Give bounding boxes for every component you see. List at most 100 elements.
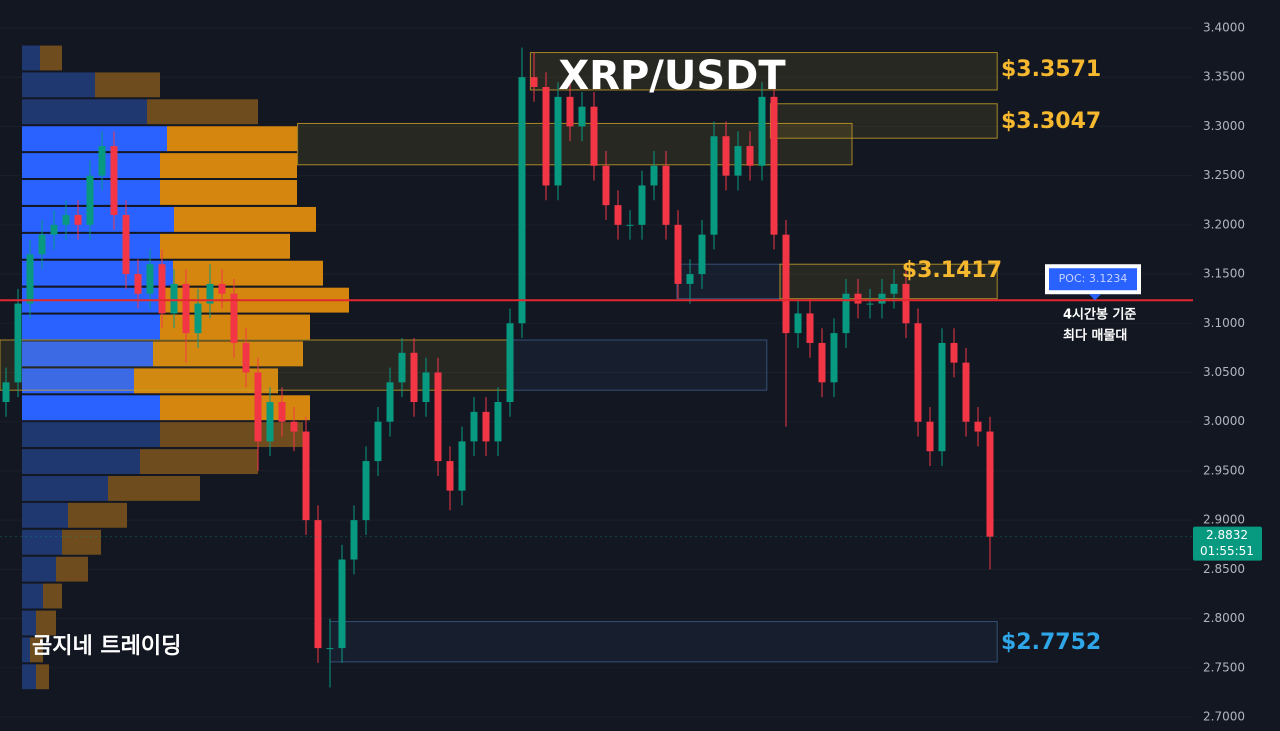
- profile-sell-bar: [167, 126, 297, 152]
- candle-body: [950, 342, 958, 363]
- candle-body: [194, 303, 202, 334]
- candle-body: [230, 293, 238, 343]
- profile-buy-bar: [22, 314, 160, 340]
- profile-buy-bar: [22, 610, 36, 636]
- candle-body: [2, 382, 10, 403]
- y-tick-label: 2.8500: [1203, 562, 1245, 576]
- candle-body: [242, 342, 250, 373]
- annotation: 4시간봉 기준: [1063, 307, 1136, 323]
- candle-body: [146, 264, 154, 294]
- candle-body: [266, 402, 274, 442]
- candle-body: [350, 520, 358, 560]
- candle-body: [890, 283, 898, 294]
- candle-body: [818, 342, 826, 383]
- profile-sell-bar: [160, 233, 290, 259]
- candle-body: [806, 313, 814, 343]
- candle-body: [434, 372, 442, 462]
- profile-sell-bar: [95, 72, 160, 98]
- profile-buy-bar: [22, 206, 174, 232]
- profile-sell-bar: [134, 368, 278, 394]
- candle-body: [218, 283, 226, 294]
- y-tick-label: 3.3000: [1203, 119, 1245, 133]
- y-tick-label: 3.3500: [1203, 70, 1245, 84]
- candle-body: [494, 402, 502, 442]
- zone: [329, 621, 998, 663]
- profile-sell-bar: [62, 529, 101, 555]
- y-tick-label: 2.9000: [1203, 513, 1245, 527]
- candle-body: [542, 87, 550, 186]
- candle-body: [110, 146, 118, 215]
- zone: [511, 339, 768, 391]
- candle-body: [878, 293, 886, 304]
- profile-buy-bar: [22, 99, 147, 125]
- candle-body: [554, 96, 562, 186]
- candle-body: [398, 352, 406, 383]
- y-tick-label: 3.0000: [1203, 414, 1245, 428]
- candle-body: [746, 146, 754, 166]
- candle-body: [590, 106, 598, 166]
- candle-body: [986, 431, 994, 537]
- y-tick-label: 2.8000: [1203, 611, 1245, 625]
- candle-body: [62, 214, 70, 225]
- poc-box: [1049, 268, 1137, 291]
- last-price-tag: [1193, 526, 1262, 561]
- poc-pointer: [1089, 294, 1101, 301]
- profile-sell-bar: [153, 341, 303, 367]
- candle-body: [530, 77, 538, 88]
- candle-body: [26, 254, 34, 304]
- profile-sell-bar: [160, 422, 303, 448]
- candle-body: [74, 214, 82, 225]
- candle-body: [422, 372, 430, 403]
- candle-body: [710, 136, 718, 235]
- profile-buy-bar: [22, 664, 36, 690]
- profile-buy-bar: [22, 476, 108, 501]
- candle-body: [962, 362, 970, 422]
- candle-body: [158, 264, 166, 314]
- candle-body: [566, 96, 574, 127]
- profile-buy-bar: [22, 502, 68, 528]
- candle-body: [662, 165, 670, 225]
- candle-body: [770, 96, 778, 235]
- candle-body: [290, 421, 298, 432]
- candle-body: [638, 185, 646, 225]
- profile-buy-bar: [22, 341, 153, 367]
- candle-body: [782, 234, 790, 334]
- countdown-label: 01:55:51: [1200, 544, 1254, 558]
- candle-body: [830, 333, 838, 383]
- profile-buy-bar: [22, 556, 56, 582]
- y-tick-label: 2.7500: [1203, 660, 1245, 674]
- candle-body: [278, 402, 286, 422]
- profile-sell-bar: [40, 45, 62, 71]
- zone: [779, 263, 998, 300]
- candle-body: [362, 461, 370, 521]
- candle-body: [314, 520, 322, 649]
- candle-body: [974, 421, 982, 432]
- y-tick-label: 3.1000: [1203, 316, 1245, 330]
- profile-buy-bar: [22, 529, 62, 555]
- candle-body: [926, 421, 934, 452]
- profile-sell-bar: [160, 153, 297, 179]
- candle-body: [410, 352, 418, 403]
- candle-body: [674, 224, 682, 284]
- y-tick-label: 3.4000: [1203, 20, 1245, 34]
- candle-body: [758, 96, 766, 166]
- y-tick-label: 2.9500: [1203, 463, 1245, 477]
- watermark: 곰지네 트레이딩: [32, 634, 181, 659]
- profile-buy-bar: [22, 637, 30, 663]
- y-tick-label: 2.7000: [1203, 710, 1245, 724]
- candle-body: [854, 293, 862, 304]
- profile-sell-bar: [147, 99, 258, 125]
- candle-body: [722, 136, 730, 176]
- candle-body: [842, 293, 850, 334]
- level-label: $3.3571: [1001, 57, 1101, 82]
- candle-body: [794, 313, 802, 334]
- candle-body: [338, 559, 346, 649]
- candle-body: [614, 205, 622, 225]
- candle-body: [326, 648, 334, 650]
- annotation: 최다 매물대: [1063, 328, 1127, 344]
- candle-body: [86, 175, 94, 225]
- candle-body: [470, 411, 478, 442]
- candle-body: [938, 342, 946, 452]
- candle-body: [602, 165, 610, 206]
- profile-sell-bar: [68, 502, 127, 528]
